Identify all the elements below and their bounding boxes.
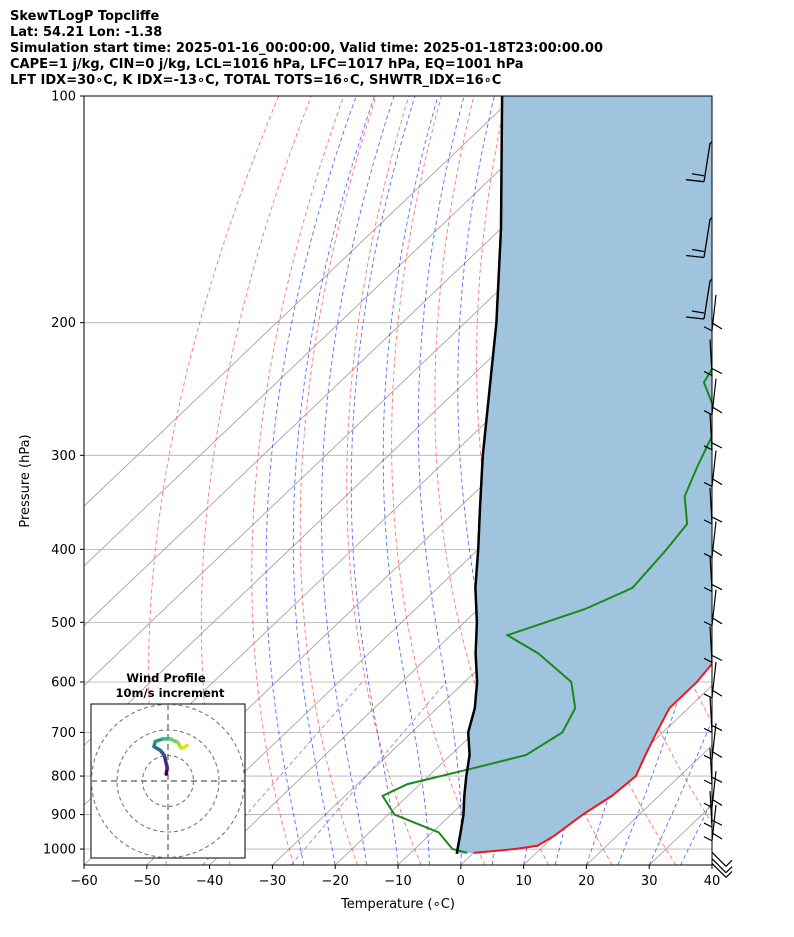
cape-cin-shading — [456, 96, 712, 854]
sounding-profiles — [381, 96, 712, 855]
title-line-location: Lat: 54.21 Lon: -1.38 — [10, 25, 163, 40]
title-line-indices: LFT IDX=30∘C, K IDX=-13∘C, TOTAL TOTS=16… — [10, 73, 502, 88]
hodograph-segment — [181, 743, 189, 750]
wind-barb — [685, 217, 713, 259]
y-tick-label: 300 — [51, 449, 76, 464]
mixing-ratio-line — [202, 681, 363, 865]
moist-adiabat — [265, 96, 357, 865]
y-axis-ticks: 100 200 300 400 500 600 700 800 900 1000 — [43, 90, 84, 858]
y-tick-label: 200 — [51, 316, 76, 331]
x-tick-label: −30 — [259, 874, 286, 889]
title-line-times: Simulation start time: 2025-01-16_00:00:… — [10, 41, 603, 56]
wind-barb — [703, 804, 723, 842]
x-axis-ticks: −60 −50 −40 −30 −20 −10 0 10 20 30 40 — [70, 865, 720, 889]
moist-adiabat — [680, 799, 712, 865]
y-tick-label: 500 — [51, 616, 76, 631]
mixing-ratio-line — [290, 681, 447, 865]
wind-barb — [703, 626, 723, 663]
inset-subtitle: 10m/s increment — [116, 686, 225, 700]
x-tick-label: −40 — [196, 874, 223, 889]
moist-adiabat — [382, 96, 439, 865]
wind-barb — [703, 294, 723, 332]
wind-barb — [703, 791, 723, 828]
y-tick-label: 1000 — [43, 843, 76, 858]
x-tick-label: 20 — [578, 874, 595, 889]
parcel-profile — [455, 96, 504, 855]
y-tick-label: 800 — [51, 770, 76, 785]
x-tick-label: −60 — [70, 874, 97, 889]
wind-barb — [703, 555, 723, 593]
temperature-profile — [473, 662, 712, 854]
wind-barb — [711, 851, 733, 867]
y-tick-label: 400 — [51, 543, 76, 558]
wind-barb — [685, 278, 713, 320]
wind-barb — [703, 487, 723, 525]
dewpoint-profile — [381, 367, 712, 854]
moist-adiabat — [648, 719, 712, 865]
moist-adiabat — [711, 863, 712, 865]
y-tick-label: 100 — [51, 90, 76, 105]
wind-barb — [703, 661, 723, 699]
isotherm — [523, 685, 712, 865]
x-tick-label: 10 — [515, 874, 532, 889]
wind-barb — [711, 863, 733, 878]
hodograph-segment — [162, 753, 169, 770]
wind-barb — [703, 339, 723, 376]
wind-barb — [703, 696, 723, 733]
inset-title: Wind Profile — [126, 671, 206, 685]
dry-adiabat — [251, 96, 345, 865]
wind-barb — [703, 771, 723, 808]
wind-barbs — [685, 141, 733, 878]
isotherm — [711, 864, 712, 865]
moist-adiabat — [321, 96, 395, 865]
y-tick-label: 700 — [51, 726, 76, 741]
wind-barb — [711, 858, 733, 874]
y-axis-label: Pressure (hPa) — [18, 434, 33, 527]
x-axis-label: Temperature (∘C) — [340, 897, 455, 912]
title-line-cape: CAPE=1 j/kg, CIN=0 j/kg, LCL=1016 hPa, L… — [10, 57, 524, 72]
wind-barb — [703, 378, 723, 416]
x-tick-label: 30 — [641, 874, 658, 889]
isotherm — [84, 96, 578, 567]
wind-barb — [703, 450, 723, 488]
wind-barb — [703, 589, 723, 627]
x-tick-label: −10 — [384, 874, 411, 889]
moist-adiabat — [292, 96, 375, 865]
wind-barb — [703, 748, 723, 785]
moist-adiabat — [350, 96, 416, 865]
y-tick-label: 900 — [51, 808, 76, 823]
x-tick-label: −20 — [321, 874, 348, 889]
dry-adiabat — [767, 96, 794, 865]
dry-adiabat — [734, 96, 794, 865]
inset-plot-area — [91, 704, 245, 858]
wind-barb — [703, 413, 723, 451]
isotherm — [84, 96, 515, 507]
title-line-station: SkewTLogP Topcliffe — [10, 9, 160, 24]
moist-adiabat — [617, 96, 712, 865]
dry-adiabat — [200, 96, 312, 865]
wind-barb — [685, 141, 713, 183]
moist-adiabat — [417, 96, 465, 865]
x-tick-label: −50 — [133, 874, 160, 889]
y-tick-label: 600 — [51, 675, 76, 690]
x-tick-label: 40 — [704, 874, 721, 889]
dry-adiabat — [299, 96, 377, 865]
x-tick-label: 0 — [457, 874, 465, 889]
